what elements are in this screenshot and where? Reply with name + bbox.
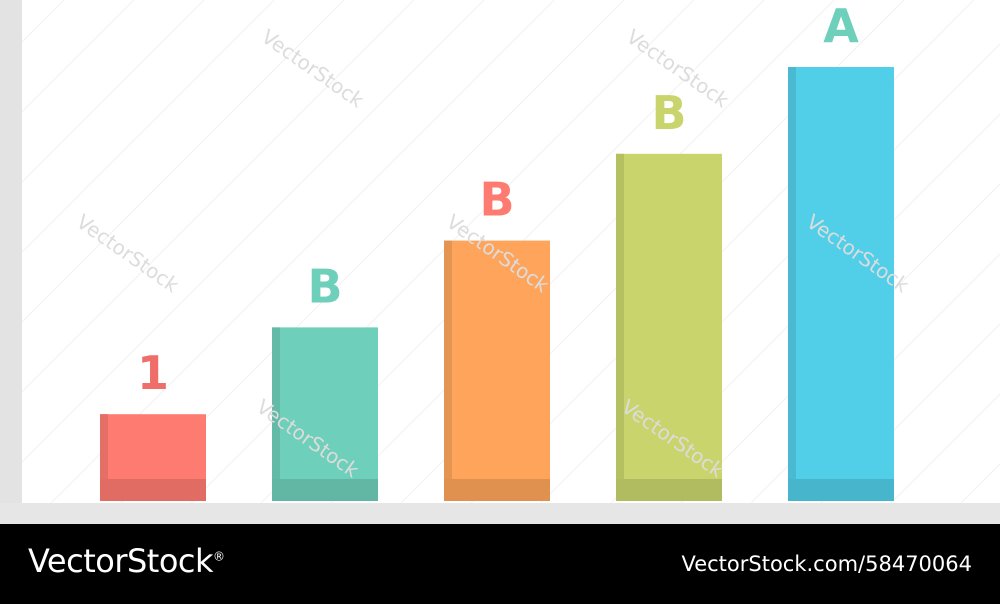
bar-3-base [444,479,550,501]
footer-bar: VectorStock® VectorStock.com/58470064 [0,524,1000,604]
bar-1-side [100,414,108,501]
watermark-1: VectorStock [257,24,369,112]
brand-name: VectorStock [28,542,214,580]
bar-label-2: B [307,259,342,313]
bar-label-5: A [823,0,859,53]
bar-label-4: B [651,86,686,140]
bar-1-base [100,479,206,501]
bar-labels-group: 1 B B B A [137,0,859,400]
bar-2-side [272,327,280,501]
bar-4-side [616,153,624,502]
image-id: VectorStock.com/58470064 [681,552,972,576]
bar-label-3: B [479,173,514,227]
bar-4 [616,153,722,502]
bar-2-base [272,479,378,501]
bar-3-side [444,240,452,501]
brand-mark: ® [213,549,225,564]
bar-3 [444,240,550,501]
watermark-3: VectorStock [72,209,184,297]
brand-logo: VectorStock® [28,542,225,580]
bar-5-side [788,67,796,501]
bar-2 [272,327,378,501]
bar-label-1: 1 [137,346,169,400]
bar-5-base [788,479,894,501]
y-axis-wall [0,0,22,524]
bar-4-base [616,479,722,501]
bars-group [100,67,894,502]
bar-5 [788,67,894,501]
floor [0,503,1000,524]
